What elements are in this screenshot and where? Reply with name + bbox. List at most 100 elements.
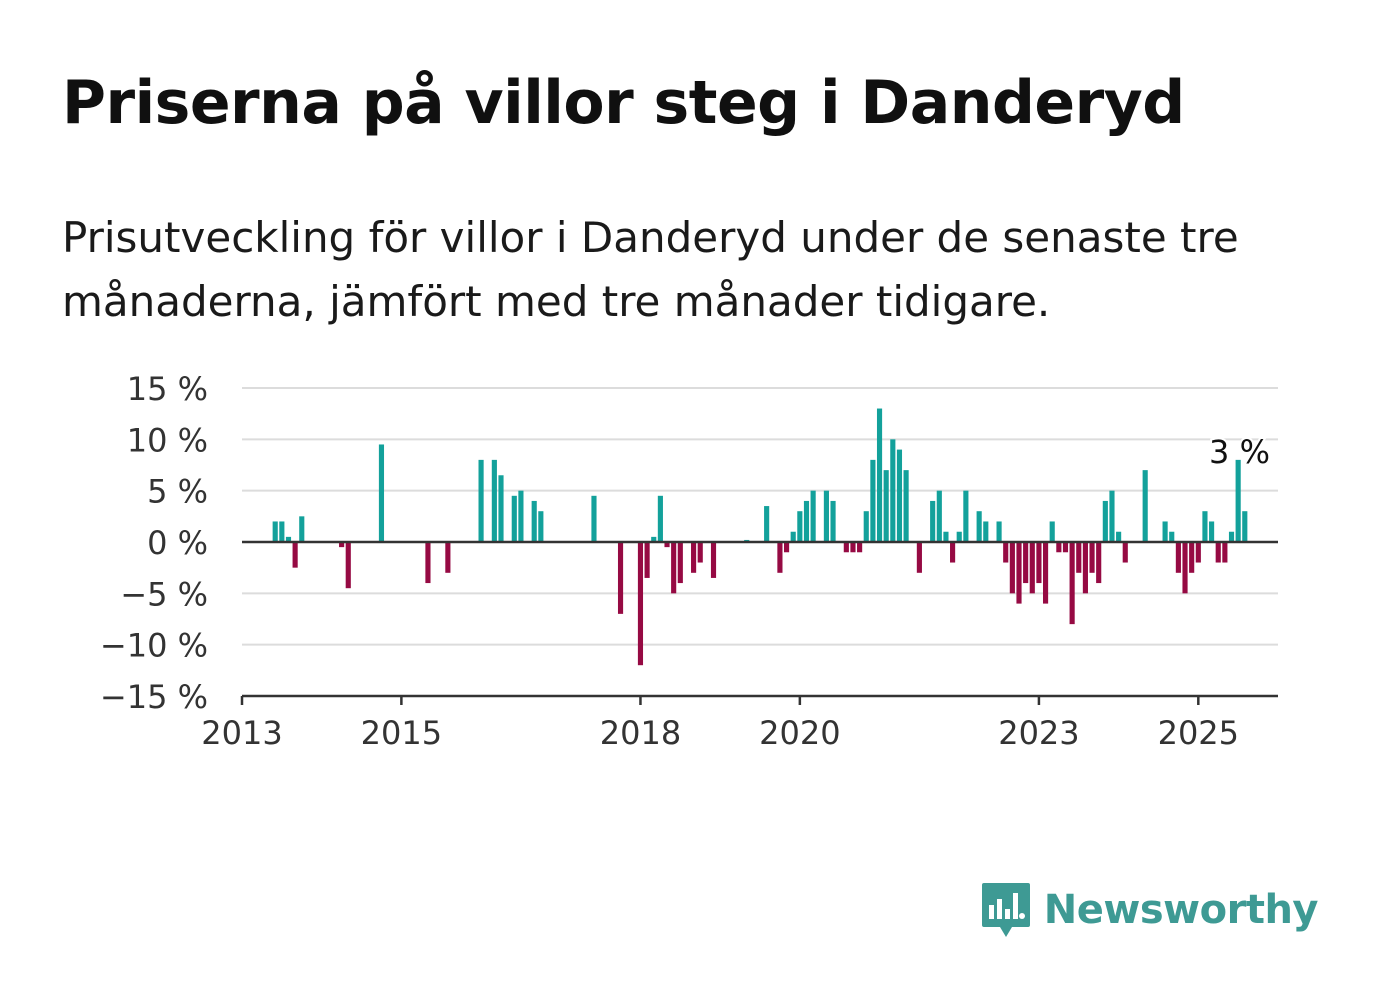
bar (279, 521, 285, 542)
y-tick-label: 15 % (127, 370, 208, 408)
bar (850, 542, 856, 553)
bar (1056, 542, 1062, 553)
bar (956, 531, 962, 542)
bar (896, 449, 903, 542)
bar (863, 511, 869, 542)
y-tick-label: 5 % (147, 473, 208, 511)
bar (518, 490, 524, 542)
x-tick-label: 2020 (759, 714, 840, 752)
bar (617, 542, 624, 614)
bar (1062, 542, 1069, 553)
y-tick-label: 10 % (127, 421, 208, 459)
bar (671, 542, 677, 594)
bar (1003, 542, 1009, 563)
bar (1195, 542, 1201, 563)
bar (1235, 459, 1241, 542)
bar (963, 490, 969, 542)
bar (697, 542, 703, 563)
bar (903, 470, 909, 542)
bar-chart: 15 % 10 % 5 % 0 % −5 % −10 % −15 % 2013 2015 201… (100, 370, 1278, 752)
y-tick-label: −5 % (120, 575, 208, 613)
x-tick-label: 2023 (998, 714, 1079, 752)
bar (797, 511, 803, 542)
bar (285, 536, 292, 542)
bar (996, 521, 1002, 542)
bar (1182, 542, 1188, 594)
bar (1109, 490, 1115, 542)
bar (790, 531, 796, 542)
annotation-label: 3 % (1209, 433, 1270, 471)
bar (1228, 531, 1235, 542)
bar (538, 511, 544, 542)
x-tick-label: 2018 (600, 714, 681, 752)
bar (1029, 542, 1035, 594)
newsworthy-logo: Newsworthy (980, 881, 1319, 939)
bar (511, 495, 517, 542)
bar (857, 542, 863, 553)
bar (1042, 542, 1049, 604)
grid-lines (242, 387, 1278, 646)
bar (1209, 521, 1215, 542)
bar (425, 542, 431, 584)
bar (870, 459, 876, 542)
bar (890, 439, 896, 542)
bar (1089, 542, 1095, 573)
bar (1016, 542, 1022, 604)
bar (1076, 542, 1082, 573)
bar (943, 531, 949, 542)
bar (292, 542, 298, 568)
y-tick-label: −10 % (100, 627, 208, 665)
bar (478, 459, 484, 542)
bar (810, 490, 816, 542)
bar (498, 475, 504, 542)
bar (531, 500, 537, 542)
chart-title: Priserna på villor steg i Danderyd (62, 68, 1185, 138)
bar (976, 511, 982, 542)
bar (1023, 542, 1029, 584)
annotation: 3 % (1207, 431, 1272, 473)
bar (803, 500, 810, 542)
bar (657, 495, 663, 542)
bar (1009, 542, 1015, 594)
chart-subtitle: Prisutveckling för villor i Danderyd und… (62, 213, 1239, 326)
bar (1169, 531, 1175, 542)
bar (272, 521, 278, 542)
y-tick-label: 0 % (147, 524, 208, 562)
bar (345, 542, 351, 589)
bar (1175, 542, 1181, 573)
bar (777, 542, 783, 573)
bar (1102, 500, 1108, 542)
bar (830, 500, 836, 542)
bar (1036, 542, 1042, 584)
x-axis: 2013 2015 2018 2020 2023 2025 (201, 540, 1278, 752)
bar (1162, 521, 1168, 542)
bar (1096, 542, 1102, 584)
y-tick-label: −15 % (100, 678, 208, 716)
bar (591, 495, 597, 542)
bar (339, 542, 345, 548)
bar (876, 408, 883, 542)
bar (664, 542, 670, 548)
y-axis-labels: 15 % 10 % 5 % 0 % −5 % −10 % −15 % (100, 370, 208, 716)
brand-name: Newsworthy (1043, 887, 1319, 933)
bar (1215, 542, 1221, 563)
bar (1142, 470, 1148, 542)
x-tick-label: 2015 (361, 714, 442, 752)
bar (1202, 511, 1208, 542)
bar (677, 542, 683, 584)
bar (1082, 542, 1088, 594)
bar (1189, 542, 1195, 573)
bar (1116, 531, 1122, 542)
bar (1122, 542, 1128, 563)
bar (651, 536, 657, 542)
bar (491, 459, 497, 542)
bar (983, 521, 989, 542)
bar (883, 470, 889, 542)
x-tick-label: 2013 (201, 714, 282, 752)
bar (1222, 542, 1228, 563)
newsworthy-logo-icon (981, 883, 1030, 937)
bar (1049, 521, 1055, 542)
bar (644, 542, 650, 578)
bar (843, 542, 849, 553)
bar (691, 542, 697, 573)
